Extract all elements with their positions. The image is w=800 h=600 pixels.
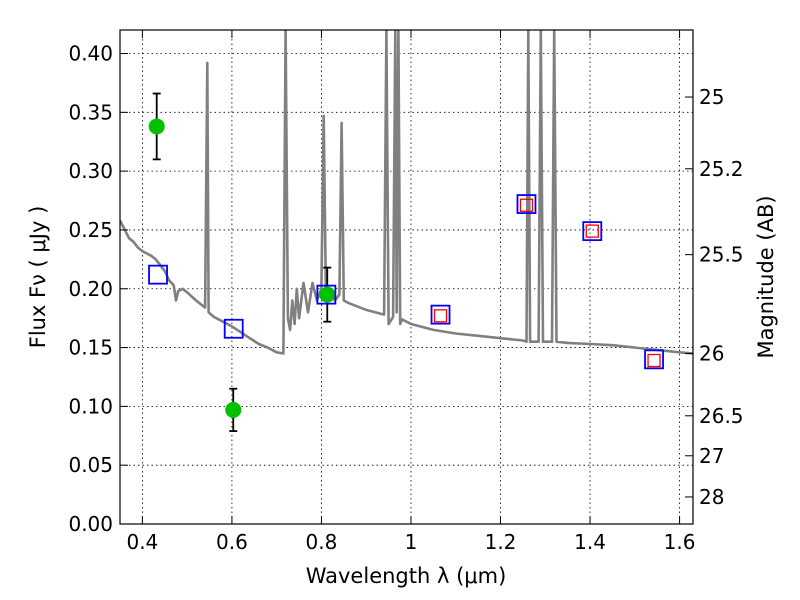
- y-tick-label: 0.00: [68, 512, 113, 536]
- y-tick-label: 0.35: [68, 100, 113, 124]
- x-axis-label: Wavelength λ (μm): [306, 564, 507, 588]
- magnitude-tick-label: 25.2: [699, 157, 744, 181]
- y-tick-label: 0.10: [68, 394, 113, 418]
- plot-area: [120, 30, 693, 432]
- y-tick-label: 0.25: [68, 218, 113, 242]
- y-axis-label-left: Flux Fν ( μJy ): [26, 206, 50, 349]
- x-tick-label: 1: [405, 530, 418, 554]
- model-photometry-square-blue: [148, 264, 168, 285]
- plot-frame: [119, 29, 694, 525]
- model-photometry-square-blue: [430, 304, 451, 325]
- model-photometry-square-blue: [644, 349, 664, 370]
- model-photometry-square-red: [519, 198, 534, 212]
- observed-flux-point: [148, 118, 165, 135]
- observed-flux-point: [225, 401, 242, 418]
- y-tick-label: 0.30: [68, 159, 113, 183]
- y-tick-label: 0.40: [68, 42, 113, 66]
- magnitude-tick-label: 27: [699, 444, 724, 468]
- magnitude-tick-label: 25: [699, 85, 724, 109]
- magnitude-tick-label: 25.5: [699, 243, 744, 267]
- model-photometry-square-blue: [582, 221, 603, 242]
- magnitude-tick-label: 26: [699, 341, 724, 365]
- y-tick-label: 0.05: [68, 453, 113, 477]
- x-tick-label: 0.6: [216, 530, 248, 554]
- model-photometry-square-blue: [316, 284, 337, 305]
- magnitude-tick-label: 26.5: [699, 404, 744, 428]
- model-photometry-square-red: [433, 309, 448, 323]
- grid-lines: [120, 30, 693, 525]
- y-tick-label: 0.20: [68, 277, 113, 301]
- x-tick-label: 0.8: [306, 530, 338, 554]
- model-photometry-square-blue: [516, 194, 537, 214]
- model-photometry-square-red: [647, 353, 661, 368]
- magnitude-tick-label: 28: [699, 485, 724, 509]
- model-spectrum-line: [120, 30, 693, 355]
- y-tick-label: 0.15: [68, 336, 113, 360]
- axes: 0.4 0.6 0.8 1 1.2 1.4 1.6 0.00 0.05 0.10 0.15 0.20 0…: [68, 30, 744, 554]
- x-tick-label: 1.4: [574, 530, 606, 554]
- x-tick-label: 1.2: [485, 530, 517, 554]
- y-axis-label-right: Magnitude (AB): [754, 195, 778, 358]
- model-photometry-square-blue: [223, 318, 244, 339]
- x-tick-label: 1.6: [664, 530, 696, 554]
- x-tick-label: 0.4: [126, 530, 158, 554]
- observed-flux-point: [319, 286, 336, 303]
- model-photometry-square-red: [585, 224, 599, 238]
